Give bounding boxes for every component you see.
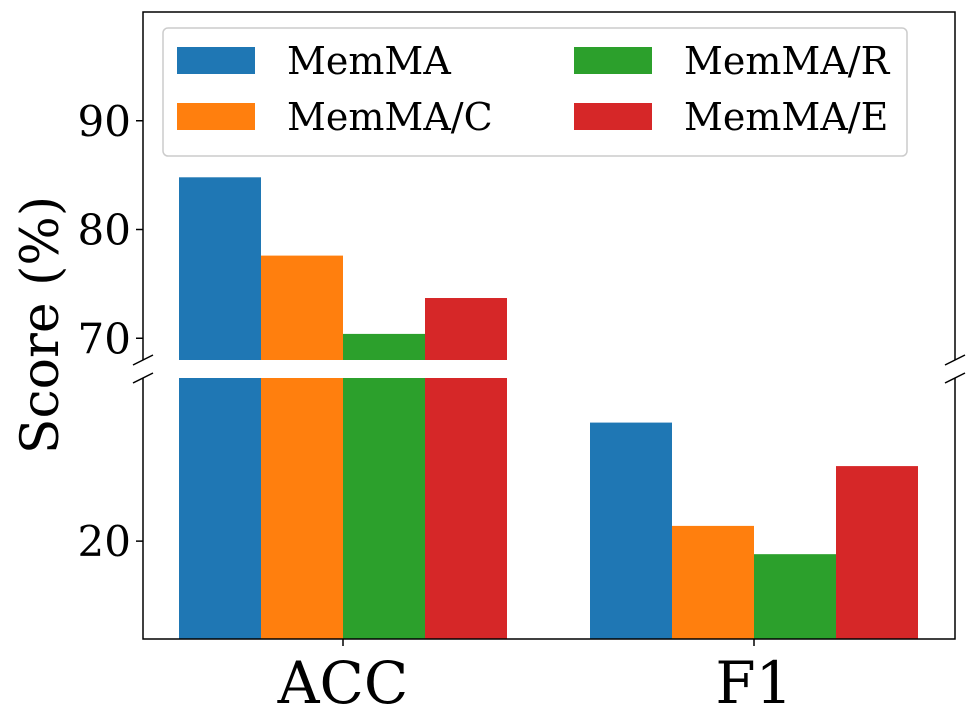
bar-memma-acc-lower xyxy=(179,378,261,639)
bar-memma-acc-upper xyxy=(179,177,261,360)
y-tick-label: 20 xyxy=(78,517,131,566)
bar-memma-r-acc-lower xyxy=(343,378,425,639)
bar-memma-c-acc-lower xyxy=(261,378,343,639)
axis-break-mark xyxy=(944,372,966,384)
bar-memma-f1-lower xyxy=(590,422,672,639)
legend-label-memma: MemMA xyxy=(287,39,451,83)
bar-memma-r-f1-lower xyxy=(754,554,836,639)
legend-label-memma-e: MemMA/E xyxy=(684,95,888,139)
x-tick-label-acc: ACC xyxy=(277,649,409,717)
bar-memma-c-f1-lower xyxy=(672,525,754,639)
bar-memma-r-acc-upper xyxy=(343,333,425,360)
x-tick-label-f1: F1 xyxy=(715,649,792,717)
bar-memma-e-acc-lower xyxy=(425,378,507,639)
upper-panel-frame xyxy=(142,11,956,360)
y-axis-label: Score (%) xyxy=(11,196,71,454)
legend-label-memma-c: MemMA/C xyxy=(287,95,493,139)
y-tick-label: 80 xyxy=(78,206,131,255)
axis-break-mark xyxy=(132,372,154,384)
legend-swatch-memma xyxy=(177,47,255,74)
bar-memma-e-acc-upper xyxy=(425,298,507,360)
y-tick-label: 70 xyxy=(78,314,131,363)
axis-break-mark xyxy=(132,354,154,366)
legend-box xyxy=(162,27,908,157)
y-tick-label: 90 xyxy=(78,97,131,146)
bar-memma-c-acc-upper xyxy=(261,255,343,360)
axis-break-mark xyxy=(944,354,966,366)
legend-swatch-memma-r xyxy=(574,47,652,74)
lower-panel-frame xyxy=(142,378,956,640)
legend-swatch-memma-e xyxy=(574,103,652,130)
bar-memma-e-f1-lower xyxy=(836,466,918,639)
legend-swatch-memma-c xyxy=(177,103,255,130)
legend-label-memma-r: MemMA/R xyxy=(684,39,891,83)
